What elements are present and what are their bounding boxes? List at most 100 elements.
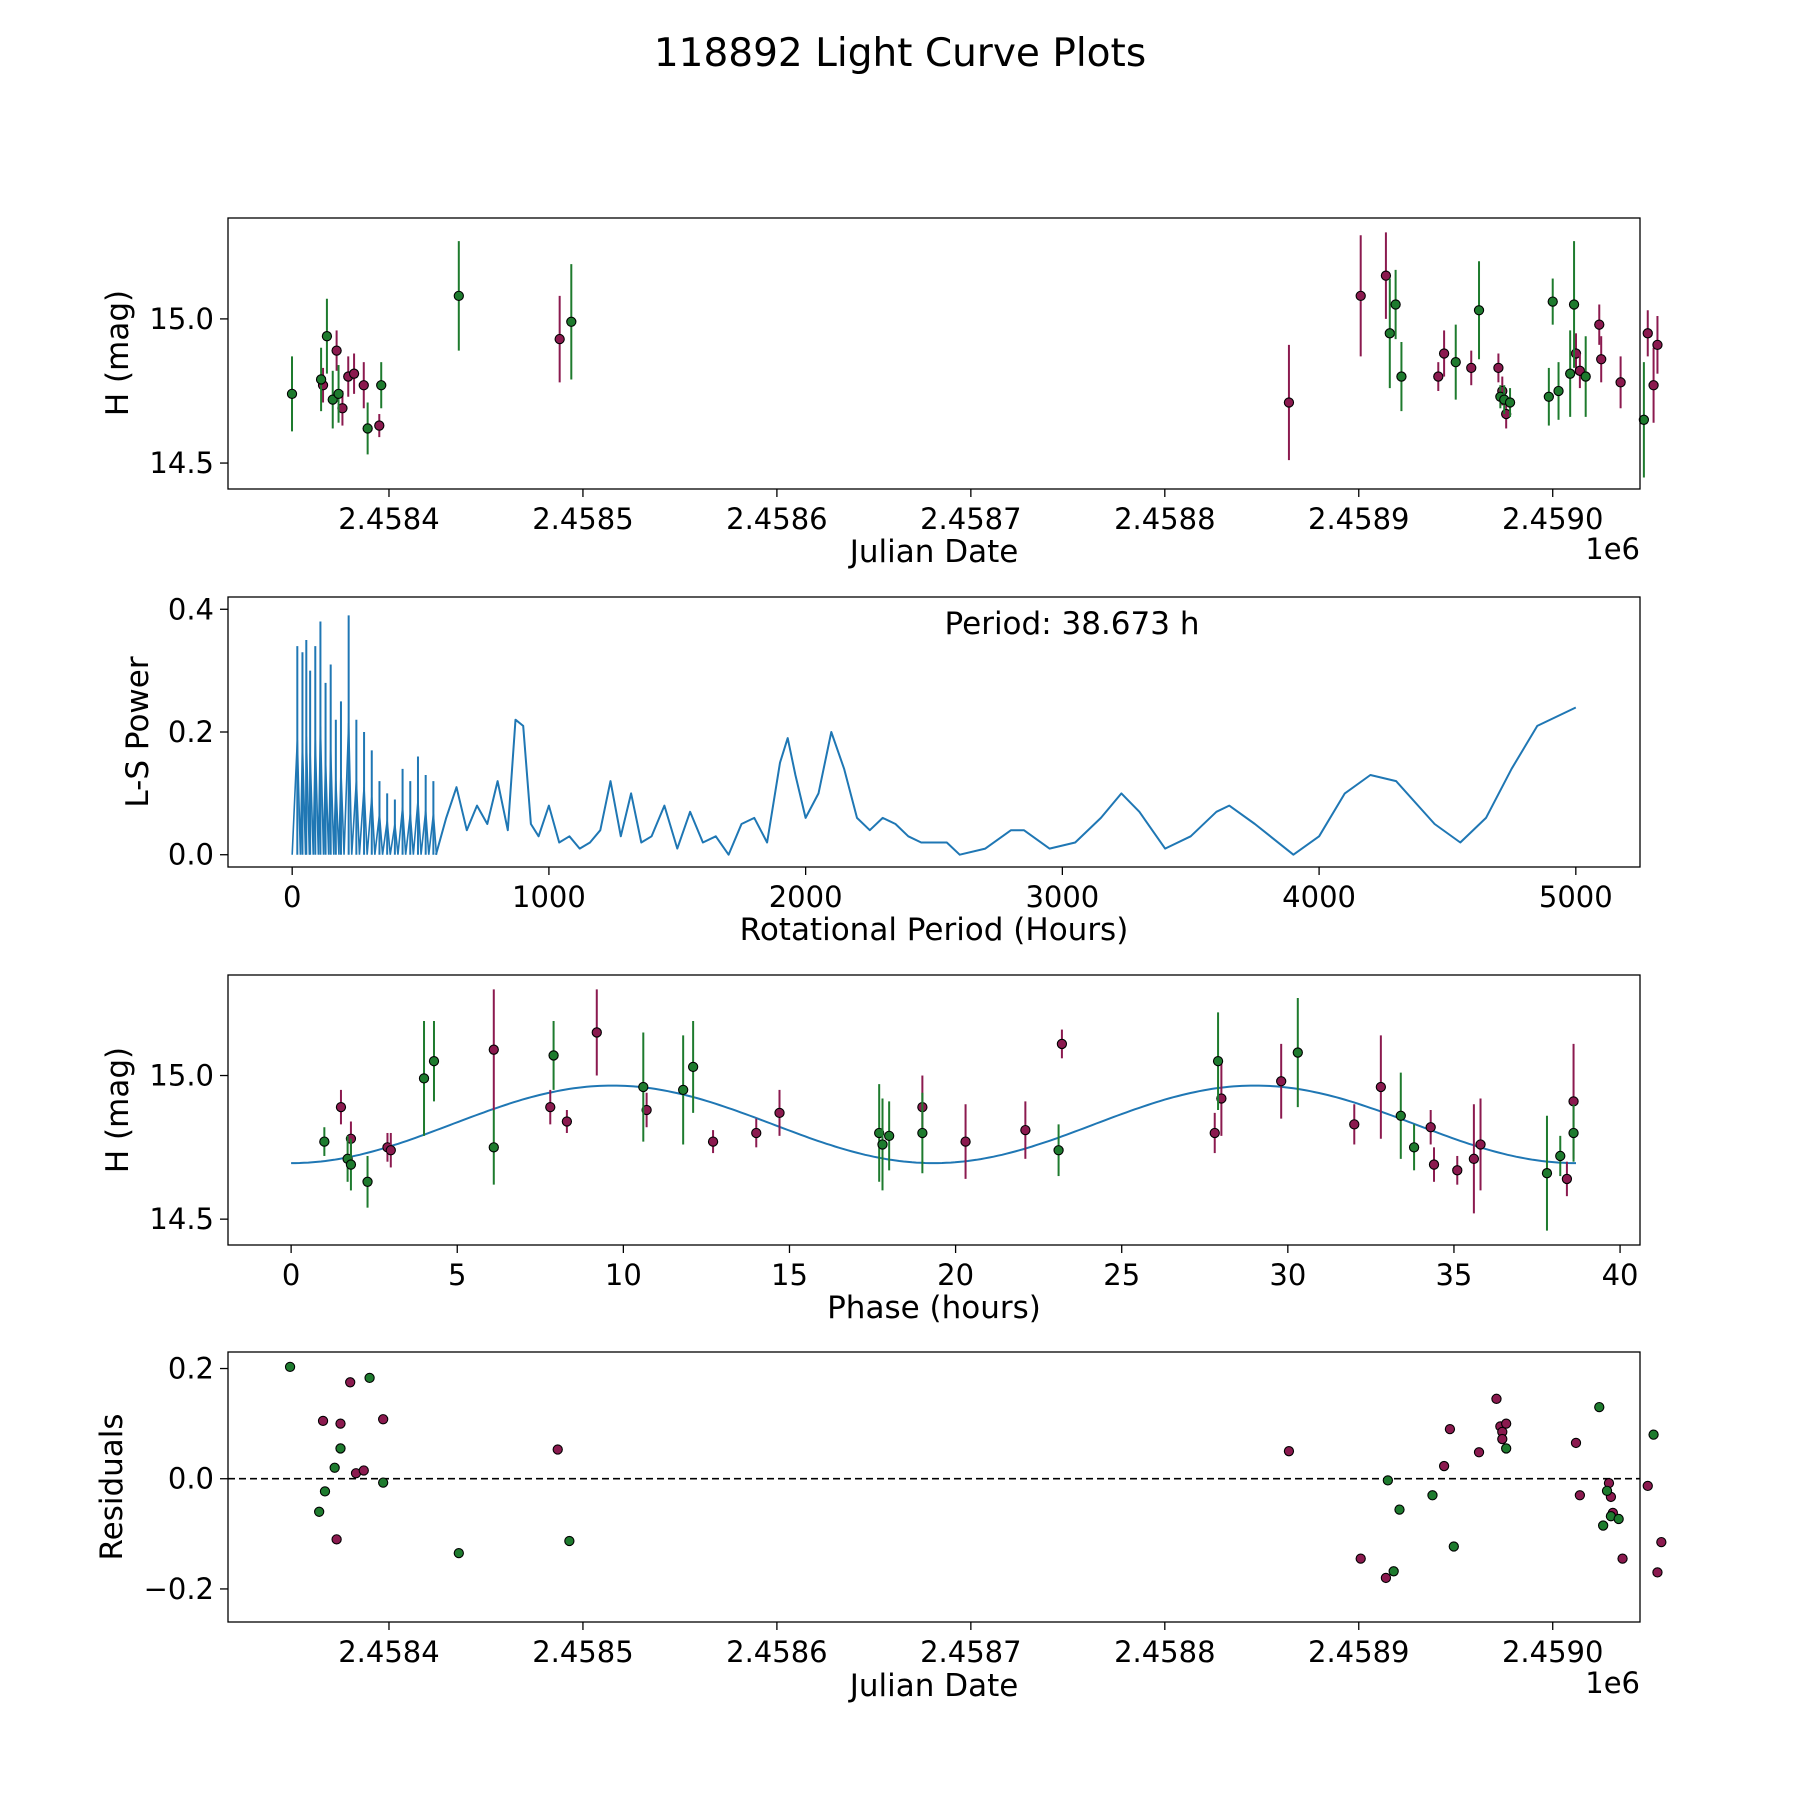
residuals-marks bbox=[228, 1361, 1667, 1584]
phase-point bbox=[1541, 1168, 1553, 1179]
residuals-ylabel: Residuals bbox=[94, 1413, 130, 1560]
light-curve-point bbox=[1642, 328, 1653, 339]
phase-point bbox=[548, 1050, 559, 1061]
residuals-point bbox=[358, 1465, 369, 1476]
phase-xtick-label: 15 bbox=[771, 1258, 808, 1292]
light-curve-point bbox=[1648, 380, 1659, 391]
residuals-point bbox=[1444, 1423, 1456, 1435]
periodogram-frame bbox=[227, 596, 1641, 868]
residuals-point bbox=[1594, 1401, 1605, 1413]
light-curve-point bbox=[376, 380, 387, 391]
residuals-ytick-label: −0.2 bbox=[144, 1572, 214, 1606]
light-curve-xtick-label: 2.4585 bbox=[532, 502, 633, 536]
residuals-point bbox=[1574, 1490, 1586, 1501]
residuals-point bbox=[1501, 1418, 1512, 1429]
periodogram-ytick-label: 0.2 bbox=[168, 715, 214, 749]
phase-xtick-label: 25 bbox=[1103, 1258, 1140, 1292]
light-curve-point bbox=[286, 388, 298, 400]
residuals-point bbox=[1497, 1433, 1508, 1445]
residuals-point bbox=[1648, 1429, 1659, 1440]
phase-point bbox=[1428, 1159, 1440, 1170]
residuals-point bbox=[1382, 1475, 1394, 1486]
residuals-point bbox=[1501, 1443, 1512, 1454]
light-curve-point bbox=[1473, 305, 1485, 316]
phase-point bbox=[335, 1101, 347, 1113]
residuals-xlabel: Julian Date bbox=[848, 1668, 1019, 1704]
phase-point bbox=[1292, 1047, 1303, 1058]
phase-point bbox=[1568, 1127, 1579, 1139]
residuals-ytick-label: 0.2 bbox=[168, 1352, 214, 1386]
periodogram-xtick-label: 1000 bbox=[512, 880, 586, 914]
residuals-point bbox=[317, 1415, 329, 1427]
residuals-point bbox=[1642, 1480, 1653, 1492]
phase-point bbox=[751, 1127, 762, 1139]
residuals-point bbox=[1613, 1513, 1624, 1525]
light-curve-point bbox=[333, 388, 344, 400]
periodogram-line bbox=[434, 706, 1577, 856]
light-curve-point bbox=[1543, 391, 1554, 402]
light-curve-xtick-label: 2.4589 bbox=[1308, 502, 1409, 536]
phase-point bbox=[362, 1176, 373, 1187]
residuals-point bbox=[1473, 1447, 1485, 1458]
phase-xtick-label: 10 bbox=[605, 1258, 642, 1292]
residuals-point bbox=[331, 1534, 342, 1545]
residuals-frame bbox=[227, 1351, 1641, 1623]
periodogram-ticks: 0 1000 2000 3000 4000 5000 0.0 0.2 0.4 bbox=[168, 592, 1613, 914]
light-curve-point bbox=[1384, 328, 1395, 339]
light-curve-point bbox=[1568, 299, 1580, 310]
phase-point bbox=[385, 1145, 396, 1156]
light-curve-ticks: 2.4584 2.4585 2.4586 2.4587 2.4588 2.4589 2.45… bbox=[149, 302, 1603, 536]
phase-point bbox=[1475, 1139, 1486, 1150]
light-curve-marks bbox=[286, 232, 1663, 478]
residuals-point bbox=[1617, 1553, 1628, 1564]
residuals-x-offset: 1e6 bbox=[1585, 1666, 1640, 1700]
phase-ytick-label: 15.0 bbox=[149, 1059, 214, 1093]
light-curve-xtick-label: 2.4590 bbox=[1502, 502, 1603, 536]
phase-point bbox=[1053, 1145, 1064, 1156]
residuals-point bbox=[1427, 1490, 1438, 1501]
phase-point bbox=[1276, 1076, 1287, 1087]
light-curve-point bbox=[321, 331, 333, 342]
light-curve-xtick-label: 2.4587 bbox=[920, 502, 1021, 536]
light-curve-point bbox=[1396, 371, 1407, 382]
phase-point bbox=[917, 1127, 928, 1139]
residuals-point bbox=[1597, 1520, 1609, 1531]
phase-xtick-label: 30 bbox=[1269, 1258, 1306, 1292]
periodogram-xtick-label: 0 bbox=[283, 880, 301, 914]
residuals-ticks: 2.4584 2.4585 2.4586 2.4587 2.4588 2.4589 2.45… bbox=[144, 1352, 1604, 1669]
light-curve-frame bbox=[227, 217, 1641, 490]
light-curve-point bbox=[1553, 385, 1564, 397]
phase-point bbox=[1056, 1038, 1068, 1050]
phase-point bbox=[874, 1127, 885, 1139]
residuals-point bbox=[1656, 1536, 1667, 1548]
residuals-point bbox=[345, 1377, 356, 1388]
light-curve-point bbox=[358, 380, 369, 391]
phase-point bbox=[591, 1027, 602, 1038]
light-curve-ytick-label: 15.0 bbox=[149, 302, 214, 336]
light-curve-point bbox=[1565, 368, 1576, 379]
light-curve-point bbox=[1504, 397, 1516, 408]
phase-point bbox=[883, 1130, 895, 1142]
residuals-point bbox=[552, 1444, 563, 1455]
residuals-point bbox=[1355, 1553, 1366, 1564]
light-curve-point bbox=[1493, 362, 1504, 374]
residuals-point bbox=[284, 1361, 296, 1373]
phase-point bbox=[1209, 1127, 1220, 1139]
residuals-point bbox=[335, 1443, 346, 1454]
residuals-point bbox=[1570, 1437, 1582, 1449]
periodogram-panel: 0 1000 2000 3000 4000 5000 0.0 0.2 0.4 Period: 3… bbox=[120, 592, 1641, 948]
periodogram-xtick-label: 3000 bbox=[1025, 880, 1099, 914]
light-curve-panel: 2.4584 2.4585 2.4586 2.4587 2.4588 2.4589 2.45… bbox=[100, 217, 1663, 570]
phase-point bbox=[1425, 1122, 1436, 1133]
light-curve-point bbox=[554, 333, 565, 345]
light-curve-point bbox=[1615, 377, 1626, 388]
residuals-ytick-label: 0.0 bbox=[168, 1462, 214, 1496]
light-curve-x-offset: 1e6 bbox=[1585, 532, 1640, 566]
phase-point bbox=[1395, 1110, 1406, 1121]
light-curve-point bbox=[1283, 397, 1295, 408]
phase-xtick-label: 35 bbox=[1435, 1258, 1472, 1292]
figure-title: 118892 Light Curve Plots bbox=[654, 31, 1146, 76]
light-curve-point bbox=[1450, 356, 1461, 368]
light-curve-point bbox=[1638, 414, 1650, 425]
